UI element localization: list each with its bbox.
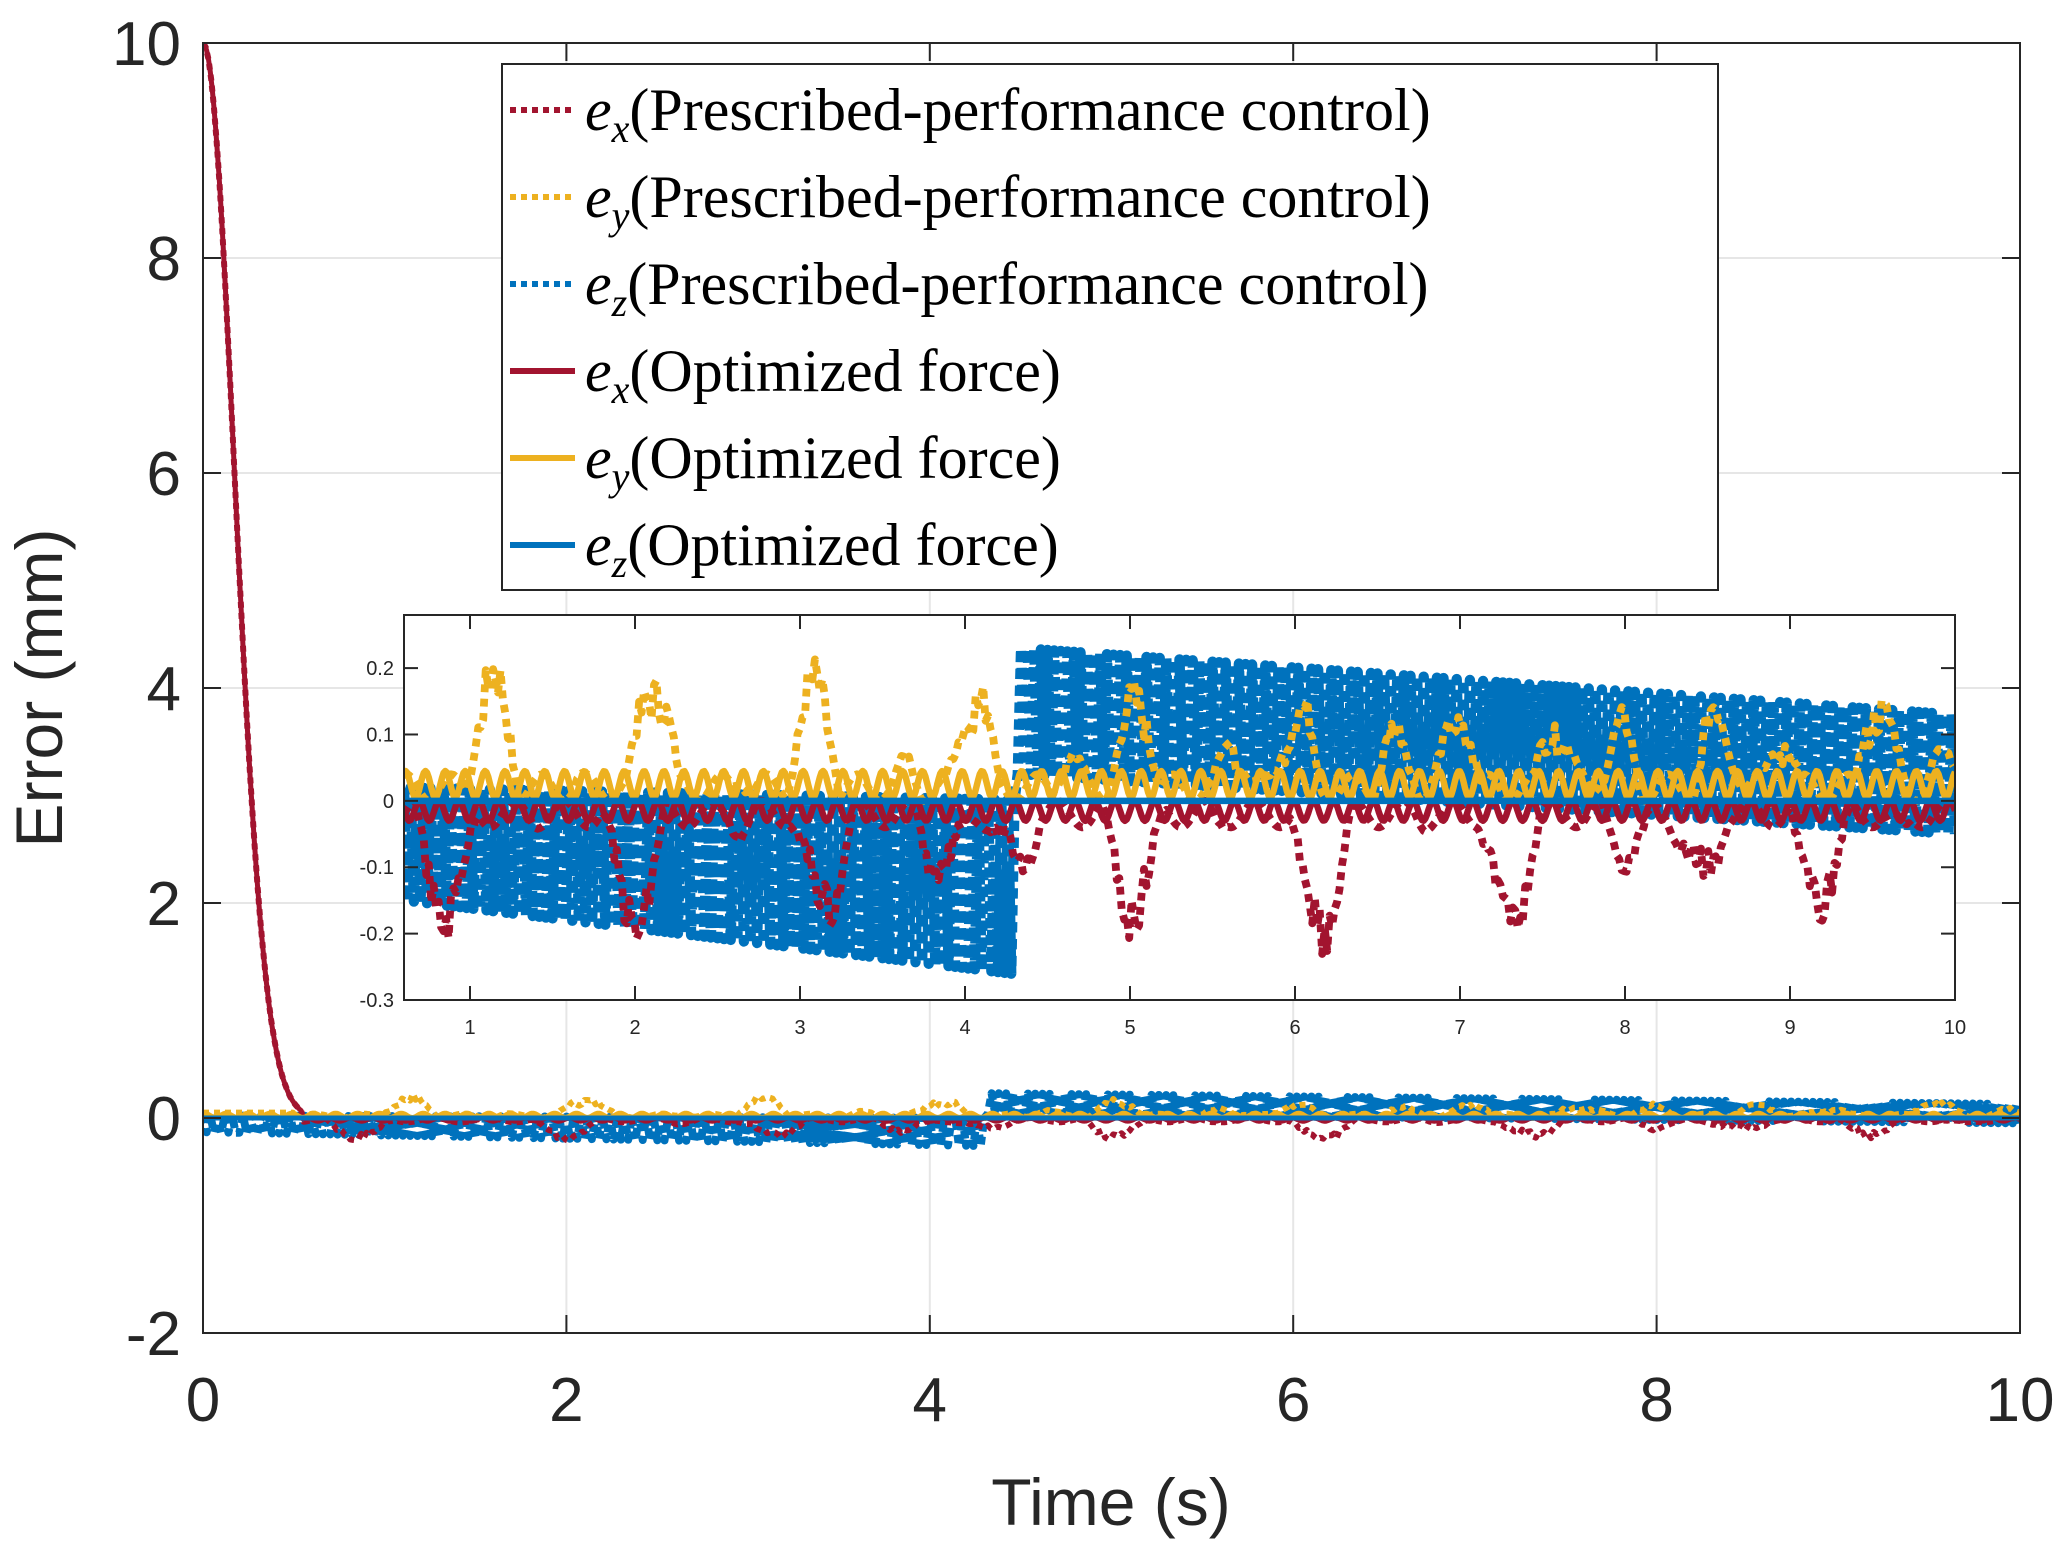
- inset-x-tick-label: 8: [1619, 1017, 1630, 1039]
- x-tick-label: 6: [1276, 1366, 1310, 1435]
- legend-label: ey(Optimized force): [585, 425, 1061, 499]
- legend-box: [501, 63, 1719, 591]
- y-tick-label: 0: [147, 1085, 181, 1154]
- x-tick-label: 10: [1986, 1366, 2055, 1435]
- x-tick-label: 0: [186, 1366, 220, 1435]
- legend-label: ex(Optimized force): [585, 338, 1061, 412]
- inset-x-tick-label: 1: [464, 1017, 475, 1039]
- y-tick-label: 6: [147, 440, 181, 509]
- inset-x-tick-label: 9: [1784, 1017, 1795, 1039]
- legend-entry: ey(Optimized force): [510, 425, 1061, 499]
- inset-x-tick-label: 4: [959, 1017, 970, 1039]
- series-opt-x: [404, 797, 1955, 825]
- inset-y-tick-label: 0: [383, 791, 394, 813]
- inset-ticks: 1 2 3 4 5 6 7 8 9 10 -0.3 -0.2 -0.1 0 0.1 0.2: [360, 615, 1966, 1039]
- inset-y-tick-label: -0.1: [360, 857, 394, 879]
- y-tick-label: -2: [126, 1300, 181, 1369]
- inset-x-tick-label: 7: [1454, 1017, 1465, 1039]
- legend-label: ex(Prescribed-performance control): [585, 77, 1431, 151]
- inset-x-tick-label: 2: [629, 1017, 640, 1039]
- legend: ex(Prescribed-performance control) ey(Pre…: [501, 63, 1719, 591]
- legend-label: ey(Prescribed-performance control): [585, 164, 1431, 238]
- inset-x-tick-label: 10: [1944, 1017, 1966, 1039]
- series-opt-y: [404, 767, 1955, 801]
- inset-x-tick-label: 5: [1124, 1017, 1135, 1039]
- legend-entry: ey(Prescribed-performance control): [510, 164, 1431, 238]
- legend-label: ez(Optimized force): [585, 512, 1059, 586]
- inset-y-tick-label: -0.3: [360, 990, 394, 1012]
- legend-entry: ez(Optimized force): [510, 512, 1059, 586]
- series-ppc-x: [203, 43, 2019, 1144]
- series-ppc-x: [404, 797, 1955, 958]
- x-tick-label: 2: [549, 1366, 583, 1435]
- x-tick-label: 4: [913, 1366, 947, 1435]
- series-ppc-y: [404, 655, 1955, 805]
- inset-x-tick-label: 6: [1289, 1017, 1300, 1039]
- legend-entry: ex(Optimized force): [510, 338, 1061, 412]
- inset-axes-box: [403, 614, 1956, 1001]
- y-tick-label: 8: [147, 225, 181, 294]
- legend-entry: ex(Prescribed-performance control): [510, 77, 1431, 151]
- inset-y-tick-label: 0.2: [366, 658, 394, 680]
- legend-label: ez(Prescribed-performance control): [585, 251, 1429, 325]
- x-tick-label: 8: [1639, 1366, 1673, 1435]
- y-tick-label: 2: [147, 870, 181, 939]
- y-tick-label: 4: [147, 655, 181, 724]
- y-tick-label: 10: [112, 10, 181, 79]
- x-axis-title: Time (s): [991, 1465, 1231, 1539]
- main-series: [203, 43, 2020, 1150]
- inset-series: [404, 642, 1955, 979]
- legend-entry: ez(Prescribed-performance control): [510, 251, 1429, 325]
- inset-y-tick-label: 0.1: [366, 724, 394, 746]
- inset-x-tick-label: 3: [794, 1017, 805, 1039]
- inset-y-tick-label: -0.2: [360, 924, 394, 946]
- y-axis-title: Error (mm): [2, 529, 76, 848]
